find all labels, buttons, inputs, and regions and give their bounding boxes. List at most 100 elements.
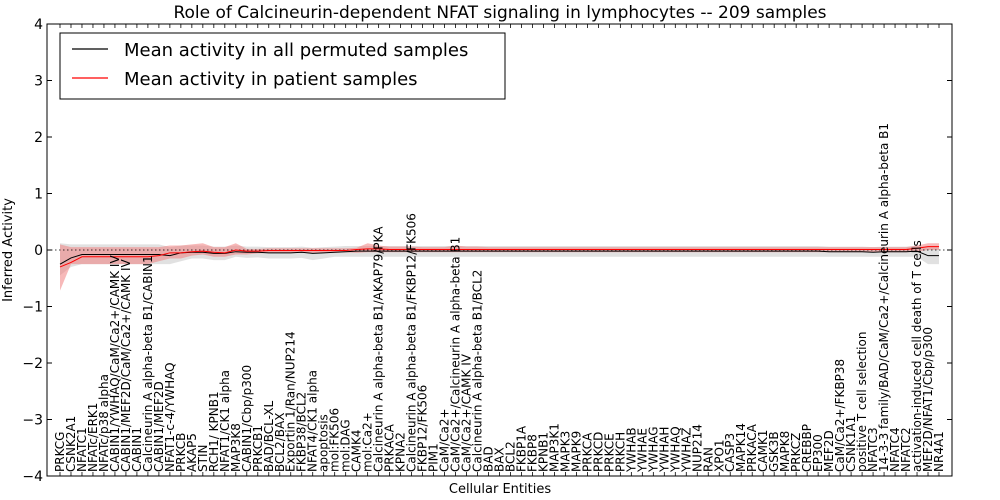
x-tick-label: positive T cell selection xyxy=(855,332,869,472)
x-tick-label: CABIN1/YWHAQ/CaM/Ca2+/CAMK IV xyxy=(108,255,122,472)
x-tick-label: AKAP5 xyxy=(185,433,199,472)
x-tick-label: STIN xyxy=(196,445,210,472)
x-tick-label: MEF2D xyxy=(822,430,836,472)
series-line-patient xyxy=(59,246,939,268)
x-tick-label: RCH1/ KPNB1 xyxy=(207,391,221,472)
x-tick-label: BCL2/BAX xyxy=(273,413,287,472)
x-tick-label: PRKCG xyxy=(53,432,67,472)
x-tick-label: PRKCB xyxy=(174,433,188,472)
x-tick-label: mol:FK506 xyxy=(328,408,342,472)
x-tick-label: NFATC1 xyxy=(75,427,89,472)
x-tick-label: CaM/Ca2+/Calcineurin A alpha-beta B1 xyxy=(449,237,463,472)
x-tick-label: YWHAH xyxy=(657,427,671,473)
y-tick-label: 2 xyxy=(34,130,43,146)
series-line-permuted xyxy=(59,250,939,265)
x-tick-label: 14-3-3 family/BAD/CaM/Ca2+/Calcineurin A… xyxy=(877,123,891,472)
x-tick-label: YWHAZ xyxy=(679,427,693,473)
x-tick-label: KPNA2 xyxy=(394,432,408,472)
x-tick-label: NFATc/p38 alpha xyxy=(97,374,111,472)
x-tick-label: PRKCB1 xyxy=(251,425,265,472)
x-tick-label: Calcineurin A alpha-beta B1/AKAP79/PKA xyxy=(372,226,386,472)
x-tick-label: MAPK9 xyxy=(569,431,583,472)
x-tick-label: activation-induced cell death of T cells xyxy=(910,240,924,472)
x-tick-label: CaM/Ca2+ xyxy=(438,408,452,472)
x-tick-label: CaM/Ca2+/CAMK IV xyxy=(460,353,474,472)
x-tick-label: NFATC3 xyxy=(866,427,880,472)
x-tick-label: mol:DAG xyxy=(339,419,353,472)
x-tick-label: CREBBP xyxy=(800,424,814,472)
x-tick-label: MEF2D/NFAT1/Cbp/p300 xyxy=(921,327,935,472)
x-tick-label: CaM/Ca2+/FKBP38 xyxy=(833,359,847,472)
x-tick-label: PRKCA xyxy=(580,432,594,472)
series-band-patient xyxy=(60,243,939,291)
x-tick-label: FKBP1A xyxy=(514,425,528,472)
x-tick-label: YWHAG xyxy=(646,426,660,473)
x-tick-label: PRKCH xyxy=(613,432,627,472)
y-tick-label: −4 xyxy=(22,469,43,485)
x-tick-label: BAD xyxy=(482,446,496,472)
x-tick-label: NFAT4/CK1 alpha xyxy=(306,370,320,472)
x-tick-label: CABIN1/MEF2D/CaM/Ca2+/CAMK IV xyxy=(119,258,133,472)
legend-entry: Mean activity in all permuted samples xyxy=(124,40,468,61)
x-tick-label: BCL2 xyxy=(503,441,517,472)
x-tick-label: GSK3B xyxy=(767,431,781,472)
x-tick-label: FKBP8 xyxy=(525,434,539,472)
x-tick-label: apoptosis xyxy=(317,414,331,472)
legend-box xyxy=(59,32,506,100)
y-tick-label: −1 xyxy=(22,300,43,316)
x-tick-label: YWHAB xyxy=(624,427,638,473)
x-tick-label: CAMK1 xyxy=(756,430,770,472)
plot-area: −4 −3 −2 −1 0 1 2 3 4 PRKCGCSNK2A1NFATC1NFATc/ERK… xyxy=(22,17,953,485)
x-tick-label: XPO1 xyxy=(712,439,726,472)
x-tick-label: MAP3K8 xyxy=(229,423,243,472)
x-tick-label: NFAT1/CK1 alpha xyxy=(218,370,232,472)
legend-entry: Mean activity in patient samples xyxy=(124,69,418,90)
y-tick-label: −2 xyxy=(22,356,43,372)
x-tick-label: CASP3 xyxy=(723,433,737,472)
x-tick-label: PRKCZ xyxy=(789,433,803,472)
x-tick-label: KPNB1 xyxy=(536,432,550,472)
y-tick-label: 0 xyxy=(34,243,43,259)
x-tick-label: CABIN1/Cbp/p300 xyxy=(240,365,254,472)
y-tick-label: 4 xyxy=(34,17,43,33)
x-tick-label: MAP3K1 xyxy=(547,423,561,472)
x-tick-label: PRKCE xyxy=(602,433,616,472)
x-tick-label: PRKACA xyxy=(383,423,397,472)
x-tick-label: RAN xyxy=(701,447,715,472)
x-tick-label: BAX xyxy=(493,447,507,472)
x-tick-label: NFATC2 xyxy=(899,427,913,472)
x-tick-label: YWHAQ xyxy=(668,426,682,473)
x-tick-label: YWHAE xyxy=(635,428,649,473)
x-tick-label: MAPK3 xyxy=(558,431,572,472)
x-tick-label: MAPK14 xyxy=(734,423,748,472)
x-tick-label: NUP214 xyxy=(690,424,704,472)
y-tick-label: 1 xyxy=(34,187,43,203)
x-tick-label: CSNK2A1 xyxy=(64,416,78,472)
x-tick-label: NFATC4 xyxy=(888,427,902,472)
legend: Mean activity in all permuted samples Mea… xyxy=(59,32,506,100)
x-tick-label: Calcineurin A alpha-beta B1/BCL2 xyxy=(471,270,485,472)
y-tick-label: −3 xyxy=(22,413,43,429)
x-tick-label: PRKACA xyxy=(745,423,759,472)
x-tick-label: Calcineurin A alpha-beta B1/CABIN1 xyxy=(141,255,155,472)
x-tick-label: PIM1 xyxy=(427,443,441,472)
x-tick-label: CAMK4 xyxy=(350,430,364,472)
x-tick-label: NR4A1 xyxy=(932,431,946,472)
x-tick-label: NFATc/ERK1 xyxy=(86,403,100,472)
x-tick-label: Calcineurin A alpha-beta B1/FKBP12/FK506 xyxy=(405,213,419,472)
x-tick-label: FKBP38/BCL2 xyxy=(295,392,309,472)
x-tick-label: BAD/BCL-XL xyxy=(262,400,276,472)
x-tick-label: CABIN1/MEF2D xyxy=(152,381,166,472)
y-axis-label: Inferred Activity xyxy=(1,198,16,302)
x-tick-label: FKBP12/FK506 xyxy=(416,385,430,472)
x-axis-label: Cellular Entities xyxy=(449,482,551,497)
x-tick-label: Exportin 1/Ran/NUP214 xyxy=(284,331,298,472)
chart-title: Role of Calcineurin-dependent NFAT signa… xyxy=(173,3,826,23)
y-tick-label: 3 xyxy=(34,74,43,90)
x-tick-label: EP300 xyxy=(811,434,825,472)
x-tick-label: PRKCD xyxy=(591,432,605,472)
x-tick-label: NFAT1-c-4/YWHAQ xyxy=(163,362,177,472)
x-tick-label: MAPK8 xyxy=(778,431,792,472)
x-tick-label: CABIN1 xyxy=(130,427,144,472)
